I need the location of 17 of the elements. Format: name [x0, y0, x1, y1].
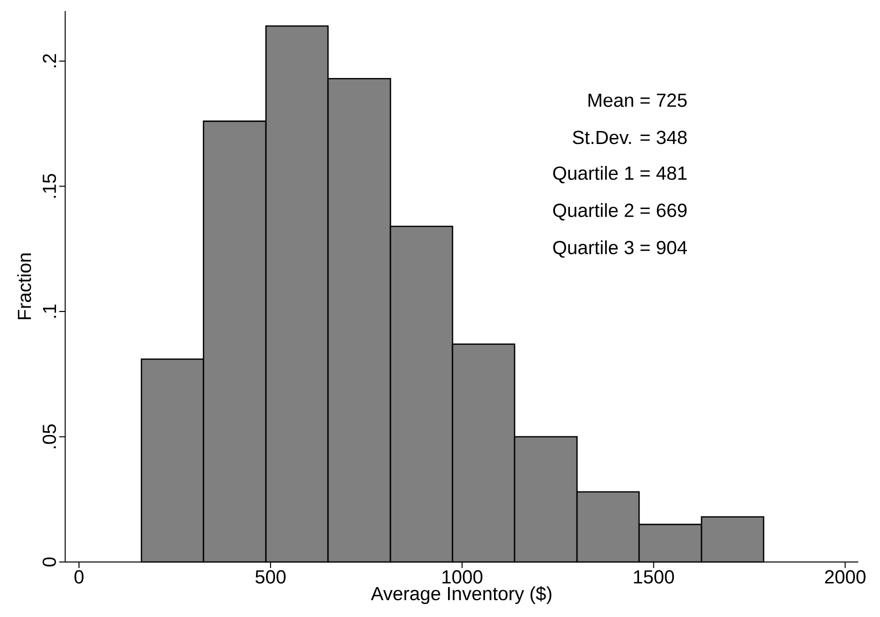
x-tick-label: 500: [256, 570, 286, 584]
annotation: Quartile 2 = 669: [553, 203, 687, 220]
x-tick-label: 0: [74, 570, 84, 584]
annotation: Quartile 3 = 904: [553, 240, 687, 258]
x-tick-label: 2000: [825, 570, 866, 584]
y-axis-title: Fraction: [17, 254, 32, 320]
x-tick-label: 1000: [442, 570, 482, 584]
y-tick-label: .2: [42, 54, 56, 68]
x-axis-title: Average Inventory ($): [370, 586, 552, 604]
annotation: St.Dev. = 348: [572, 130, 687, 144]
y-tick-label: .05: [42, 424, 56, 448]
annotation: Quartile 1 = 481: [553, 166, 687, 184]
y-tick-label: 0: [42, 557, 56, 567]
annotation: Mean = 725: [588, 94, 687, 107]
y-tick-label: .1: [43, 304, 56, 318]
x-tick-label: 1500: [634, 570, 674, 584]
y-tick-label: .15: [42, 174, 56, 198]
